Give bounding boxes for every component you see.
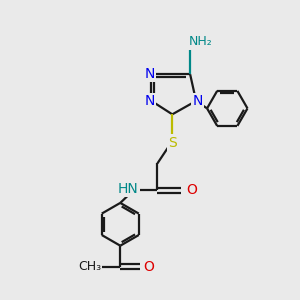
Text: CH₃: CH₃ [78, 260, 101, 273]
Text: N: N [145, 94, 155, 108]
Text: HN: HN [118, 182, 139, 196]
Text: NH₂: NH₂ [189, 35, 212, 48]
Text: O: O [144, 260, 154, 274]
Text: S: S [168, 136, 177, 150]
Text: O: O [186, 183, 197, 197]
Text: N: N [145, 67, 155, 81]
Text: N: N [192, 94, 203, 108]
